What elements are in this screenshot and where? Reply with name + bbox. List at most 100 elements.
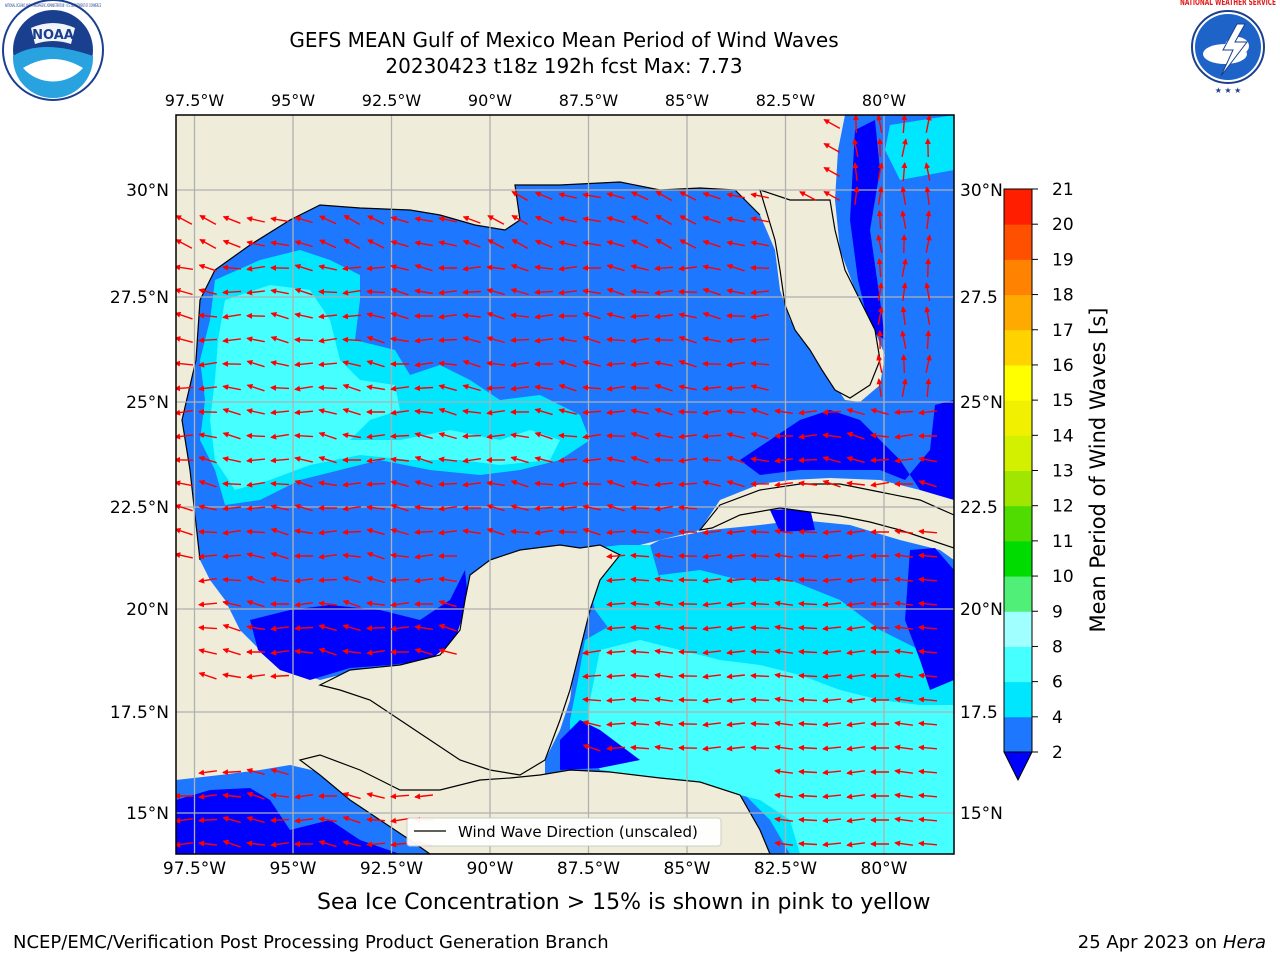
wind-arrow-icon xyxy=(198,263,217,272)
wind-arrow-icon xyxy=(750,240,769,247)
wind-arrow-icon xyxy=(702,239,721,248)
wind-arrow-icon xyxy=(894,576,913,583)
wind-arrow-icon xyxy=(798,600,818,607)
colorbar-tick-label: 13 xyxy=(1052,462,1074,482)
wind-arrow-icon xyxy=(534,264,553,271)
wind-arrow-icon xyxy=(654,432,673,439)
wind-arrow-icon xyxy=(462,215,481,224)
lon-label-bottom: 85°W xyxy=(664,859,711,879)
wind-arrow-icon xyxy=(726,432,745,439)
wind-arrow-icon xyxy=(318,264,337,271)
wind-arrow-icon xyxy=(176,817,193,824)
wind-arrow-icon xyxy=(606,529,626,536)
wind-arrow-icon xyxy=(702,721,721,728)
wind-arrow-icon xyxy=(343,238,361,250)
wind-arrow-icon xyxy=(342,432,362,439)
lat-label-right: 17.5 xyxy=(960,703,998,723)
wind-arrow-icon xyxy=(918,720,938,727)
wind-arrow-icon xyxy=(390,577,410,584)
wind-arrow-icon xyxy=(318,239,337,249)
wind-arrow-icon xyxy=(414,385,434,392)
wind-arrow-icon xyxy=(726,337,745,344)
lon-label-bottom: 97.5°W xyxy=(163,859,226,879)
wind-arrow-icon xyxy=(487,239,505,249)
colorbar-label: Mean Period of Wind Waves [s] xyxy=(1086,308,1110,633)
wind-arrow-icon xyxy=(582,720,601,727)
wind-arrow-icon xyxy=(654,407,673,416)
wind-arrow-icon xyxy=(606,432,626,439)
wind-arrow-icon xyxy=(918,479,937,488)
wind-arrow-icon xyxy=(726,577,745,584)
wind-arrow-icon xyxy=(176,264,194,271)
wind-arrow-icon xyxy=(438,576,458,583)
wind-arrow-icon xyxy=(726,408,746,415)
wind-arrow-icon xyxy=(606,649,626,656)
colorbar-tick-label: 18 xyxy=(1052,286,1074,306)
wind-arrow-icon xyxy=(750,289,769,296)
wind-arrow-icon xyxy=(438,360,457,367)
lat-label-left: 17.5°N xyxy=(110,703,169,723)
wind-arrow-icon xyxy=(558,216,577,223)
wind-arrow-icon xyxy=(438,505,458,512)
wind-arrow-icon xyxy=(342,407,361,416)
wind-arrow-icon xyxy=(823,190,841,202)
wind-arrow-icon xyxy=(750,456,770,463)
wind-arrow-icon xyxy=(534,529,554,536)
wind-arrow-icon xyxy=(846,407,865,416)
wind-arrow-icon xyxy=(270,240,290,247)
wind-arrow-icon xyxy=(270,311,289,320)
wind-arrow-icon xyxy=(486,503,505,512)
wind-arrow-icon xyxy=(222,264,242,271)
lat-label-right: 15°N xyxy=(960,804,1003,824)
wind-arrow-icon xyxy=(877,162,884,181)
wind-arrow-icon xyxy=(750,360,770,367)
wind-arrow-icon xyxy=(176,552,193,559)
wind-arrow-icon xyxy=(925,115,932,133)
wind-arrow-icon xyxy=(294,793,314,800)
wind-arrow-icon xyxy=(822,745,842,752)
wind-arrow-icon xyxy=(606,409,625,416)
wind-arrow-icon xyxy=(318,553,338,560)
wind-arrow-icon xyxy=(918,528,938,535)
wind-arrow-icon xyxy=(462,359,481,368)
wind-arrow-icon xyxy=(582,335,601,344)
wind-arrow-icon xyxy=(246,575,265,584)
wind-arrow-icon xyxy=(222,431,241,440)
wind-arrow-icon xyxy=(510,504,529,511)
wind-arrow-icon xyxy=(654,265,674,272)
wind-arrow-icon xyxy=(438,384,457,392)
wind-arrow-icon xyxy=(654,336,674,343)
wind-arrow-icon xyxy=(486,311,505,320)
wind-arrow-icon xyxy=(901,162,908,182)
wind-arrow-icon xyxy=(462,433,482,440)
wind-arrow-icon xyxy=(414,216,433,223)
wind-arrow-icon xyxy=(414,240,433,247)
wind-arrow-icon xyxy=(558,359,577,368)
lat-label-right: 22.5 xyxy=(960,498,998,518)
wind-arrow-icon xyxy=(702,529,721,536)
wind-arrow-icon xyxy=(558,505,577,512)
wind-arrow-icon xyxy=(774,600,793,607)
wind-arrow-icon xyxy=(853,186,860,205)
wind-arrow-icon xyxy=(318,384,338,391)
wind-arrow-icon xyxy=(798,720,818,727)
wind-arrow-icon xyxy=(702,433,722,440)
wind-arrow-icon xyxy=(798,528,818,535)
wind-arrow-icon xyxy=(822,769,842,776)
wind-arrow-icon xyxy=(294,432,314,439)
wind-arrow-icon xyxy=(582,240,602,247)
wind-arrow-icon xyxy=(534,239,553,249)
period-6-8-zone-west xyxy=(210,285,560,490)
wind-arrow-icon xyxy=(582,649,602,656)
nws-logo-icon: NATIONAL WEATHER SERVICE ★ ★ ★ xyxy=(1180,0,1276,95)
wind-arrow-icon xyxy=(558,383,577,392)
wind-arrow-icon xyxy=(774,696,793,703)
wind-arrow-icon xyxy=(198,479,217,488)
wind-arrow-icon xyxy=(606,625,626,632)
wind-arrow-icon xyxy=(246,528,266,535)
colorbar-segment xyxy=(1004,681,1032,718)
wind-arrow-icon xyxy=(846,649,865,656)
wind-arrow-icon xyxy=(750,672,770,679)
wind-arrow-icon xyxy=(366,335,385,344)
coast-outline-gulf xyxy=(181,181,761,561)
